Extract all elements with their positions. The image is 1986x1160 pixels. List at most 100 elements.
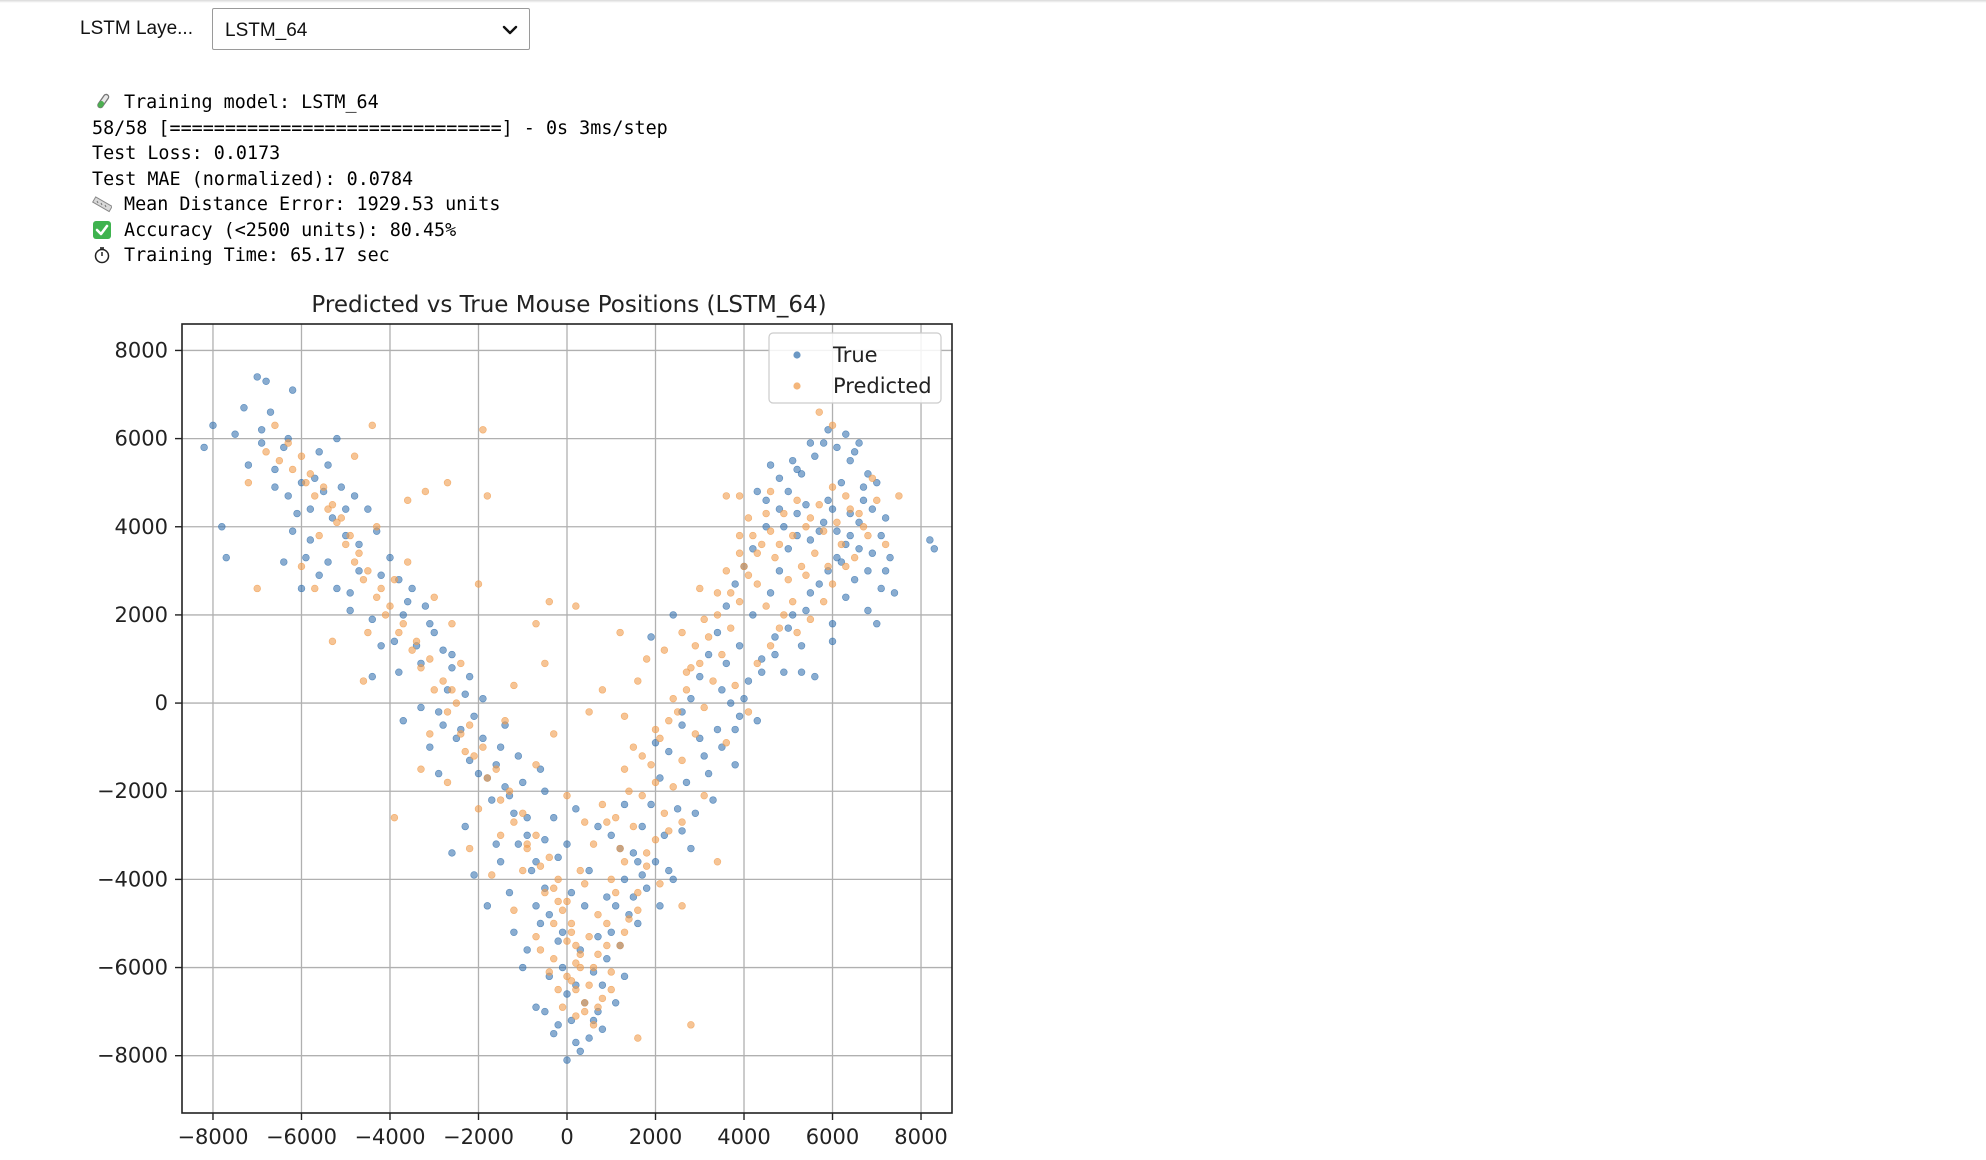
true-point bbox=[271, 483, 279, 491]
layer-dropdown[interactable]: LSTM_64 bbox=[212, 8, 530, 50]
y-tick-label: −4000 bbox=[97, 867, 168, 891]
predicted-point bbox=[342, 540, 350, 549]
predicted-point bbox=[510, 681, 518, 690]
true-point bbox=[563, 840, 571, 848]
predicted-point bbox=[700, 791, 708, 800]
true-point bbox=[819, 439, 828, 447]
x-tick-label: 0 bbox=[560, 1125, 573, 1149]
true-point bbox=[465, 756, 474, 765]
predicted-point bbox=[426, 730, 434, 738]
predicted-point bbox=[483, 492, 492, 500]
true-point bbox=[806, 589, 815, 597]
predicted-point bbox=[355, 549, 363, 557]
true-point bbox=[244, 461, 253, 469]
true-point bbox=[315, 448, 323, 456]
predicted-point bbox=[576, 950, 584, 959]
true-point bbox=[762, 523, 770, 531]
predicted-point bbox=[567, 928, 576, 936]
predicted-point bbox=[678, 818, 686, 826]
true-point bbox=[448, 849, 456, 857]
true-point bbox=[877, 531, 885, 540]
legend-marker bbox=[793, 351, 801, 359]
predicted-point bbox=[842, 562, 850, 571]
predicted-point bbox=[762, 602, 770, 610]
true-point bbox=[439, 646, 447, 654]
predicted-point bbox=[554, 897, 562, 906]
predicted-point bbox=[501, 717, 509, 725]
predicted-point bbox=[594, 1003, 602, 1011]
output-line: Training Time: 65.17 sec bbox=[92, 243, 668, 269]
predicted-point bbox=[572, 1012, 580, 1020]
true-point bbox=[434, 769, 443, 778]
predicted-point bbox=[629, 743, 638, 751]
predicted-point bbox=[634, 677, 642, 685]
true-point bbox=[629, 849, 638, 857]
true-point bbox=[386, 553, 394, 562]
predicted-point bbox=[713, 858, 722, 866]
true-point bbox=[461, 822, 469, 831]
predicted-point bbox=[625, 915, 633, 923]
scatter-chart: −8000 −6000 −4000 −2000 0 2000 4000 6000 8000 800… bbox=[97, 292, 953, 1149]
predicted-point bbox=[753, 659, 761, 668]
true-point bbox=[758, 655, 766, 663]
predicted-point bbox=[519, 866, 527, 875]
predicted-point bbox=[563, 972, 571, 981]
predicted-point bbox=[581, 880, 589, 888]
true-point bbox=[788, 611, 797, 619]
true-point bbox=[665, 866, 673, 875]
predicted-point bbox=[457, 730, 465, 738]
predicted-point bbox=[399, 620, 407, 628]
true-point bbox=[488, 796, 496, 804]
predicted-point bbox=[842, 492, 850, 500]
predicted-point bbox=[700, 615, 708, 624]
predicted-point bbox=[660, 646, 669, 654]
true-point bbox=[554, 853, 562, 862]
true-point bbox=[638, 822, 646, 831]
true-point bbox=[704, 650, 713, 659]
predicted-point bbox=[766, 527, 775, 535]
true-point bbox=[824, 426, 832, 434]
predicted-point bbox=[496, 796, 505, 804]
true-point bbox=[607, 831, 615, 840]
true-point bbox=[771, 633, 779, 641]
predicted-point bbox=[678, 756, 686, 765]
predicted-point bbox=[430, 593, 438, 601]
legend-marker bbox=[793, 382, 801, 390]
true-point bbox=[576, 1047, 584, 1055]
true-point bbox=[603, 893, 611, 901]
true-point bbox=[536, 765, 545, 773]
true-point bbox=[833, 527, 841, 535]
true-point bbox=[439, 721, 447, 729]
predicted-point bbox=[758, 540, 766, 549]
predicted-point bbox=[412, 637, 421, 646]
true-point bbox=[271, 465, 279, 474]
predicted-point bbox=[532, 831, 540, 840]
true-point bbox=[253, 373, 261, 381]
true-point bbox=[598, 1025, 607, 1033]
predicted-point bbox=[895, 492, 903, 500]
predicted-point bbox=[642, 849, 651, 857]
predicted-point bbox=[319, 483, 328, 491]
true-point bbox=[510, 928, 518, 936]
true-point bbox=[766, 461, 775, 469]
true-point bbox=[377, 642, 385, 650]
true-point bbox=[700, 752, 708, 760]
true-point bbox=[328, 514, 337, 522]
true-point bbox=[452, 734, 461, 743]
predicted-point bbox=[788, 531, 797, 540]
legend-box bbox=[768, 332, 942, 404]
predicted-point bbox=[581, 818, 589, 826]
predicted-point bbox=[465, 844, 474, 853]
legend-label: True bbox=[832, 343, 878, 367]
predicted-point bbox=[744, 708, 753, 716]
predicted-point bbox=[244, 478, 253, 487]
predicted-point bbox=[541, 659, 549, 668]
predicted-point bbox=[603, 919, 611, 928]
true-point bbox=[793, 465, 801, 474]
true-point bbox=[775, 505, 784, 513]
predicted-point bbox=[421, 487, 430, 496]
true-point bbox=[833, 553, 841, 562]
predicted-point bbox=[735, 549, 744, 557]
true-point bbox=[554, 1021, 562, 1029]
predicted-point bbox=[762, 509, 770, 518]
